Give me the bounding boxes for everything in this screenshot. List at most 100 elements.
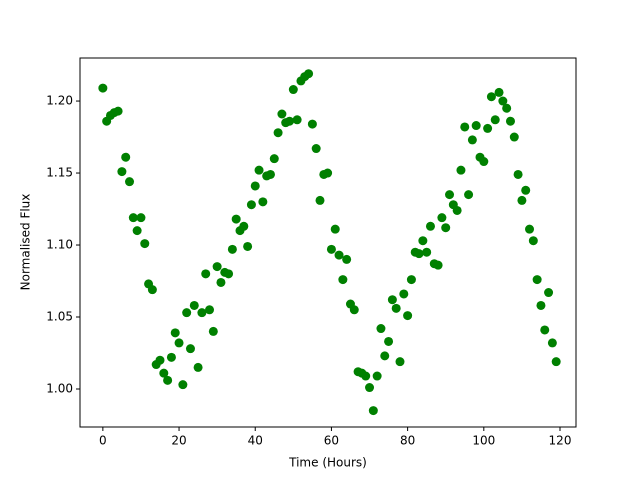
x-tick-label: 40 [248, 434, 263, 448]
data-point [483, 123, 493, 133]
data-point [197, 308, 207, 318]
data-point [265, 169, 275, 179]
data-point [368, 406, 378, 416]
data-point [376, 324, 386, 334]
data-point [132, 226, 142, 236]
data-point [323, 168, 333, 178]
data-point [521, 185, 531, 195]
data-point [246, 200, 256, 210]
data-point [387, 295, 397, 305]
x-tick-label: 100 [472, 434, 495, 448]
data-point [391, 303, 401, 313]
data-point [372, 371, 382, 381]
data-point [452, 205, 462, 215]
data-point [250, 181, 260, 191]
data-point [216, 277, 226, 287]
data-point [433, 260, 443, 270]
data-point [121, 152, 131, 162]
data-point [258, 197, 268, 207]
data-point [528, 236, 538, 246]
y-tick-label: 1.20 [46, 94, 73, 108]
data-point [445, 190, 455, 200]
data-point [403, 311, 413, 321]
data-point [422, 247, 432, 257]
data-point [185, 344, 195, 354]
data-point [128, 213, 138, 223]
x-tick-label: 0 [99, 434, 107, 448]
data-point [326, 244, 336, 254]
data-point [399, 289, 409, 299]
data-point [189, 300, 199, 310]
data-point [147, 285, 157, 295]
data-point [307, 119, 317, 129]
data-point [212, 262, 222, 272]
x-axis-label: Time (Hours) [288, 456, 367, 470]
x-tick-label: 20 [171, 434, 186, 448]
data-point [513, 169, 523, 179]
data-point [285, 116, 295, 126]
data-point [509, 132, 519, 142]
data-point [113, 106, 123, 116]
data-point [174, 338, 184, 348]
data-point [224, 269, 234, 279]
data-point [193, 362, 203, 372]
data-point [425, 221, 435, 231]
data-point [365, 383, 375, 393]
data-point [338, 275, 348, 285]
data-point [98, 83, 108, 93]
data-point [269, 154, 279, 164]
y-tick-label: 1.05 [46, 310, 73, 324]
data-point [414, 249, 424, 259]
data-point [486, 92, 496, 102]
data-point [342, 254, 352, 264]
data-point [441, 223, 451, 233]
x-tick-label: 60 [324, 434, 339, 448]
data-point [456, 165, 466, 175]
data-point [292, 115, 302, 125]
data-point [551, 357, 561, 367]
data-point [208, 326, 218, 336]
data-point [479, 157, 489, 167]
data-point [525, 224, 535, 234]
data-point [532, 275, 542, 285]
data-point [243, 241, 253, 251]
data-point [140, 239, 150, 249]
data-point [395, 357, 405, 367]
data-point [304, 69, 314, 79]
data-point [384, 336, 394, 346]
data-point [288, 85, 298, 95]
data-point [467, 135, 477, 145]
data-point [547, 338, 557, 348]
data-point [201, 269, 211, 279]
data-point [536, 300, 546, 310]
data-point [464, 190, 474, 200]
y-tick-label: 1.10 [46, 238, 73, 252]
data-point [418, 236, 428, 246]
data-point [125, 177, 135, 187]
data-point [349, 305, 359, 315]
data-point [254, 165, 264, 175]
y-tick-label: 1.00 [46, 381, 73, 395]
x-tick-label: 120 [549, 434, 572, 448]
data-point [163, 375, 173, 385]
plot-frame [79, 57, 577, 428]
data-point [159, 368, 169, 378]
data-point [502, 103, 512, 113]
data-point [334, 250, 344, 260]
data-point [505, 116, 515, 126]
data-point [380, 351, 390, 361]
data-point [330, 224, 340, 234]
data-point [239, 221, 249, 231]
data-point [273, 128, 283, 138]
data-point [540, 325, 550, 335]
data-point [490, 115, 500, 125]
data-point [517, 195, 527, 205]
data-point [460, 122, 470, 132]
data-point [544, 288, 554, 298]
data-point [471, 121, 481, 131]
data-point [227, 244, 237, 254]
x-tick-label: 80 [400, 434, 415, 448]
data-point [178, 380, 188, 390]
